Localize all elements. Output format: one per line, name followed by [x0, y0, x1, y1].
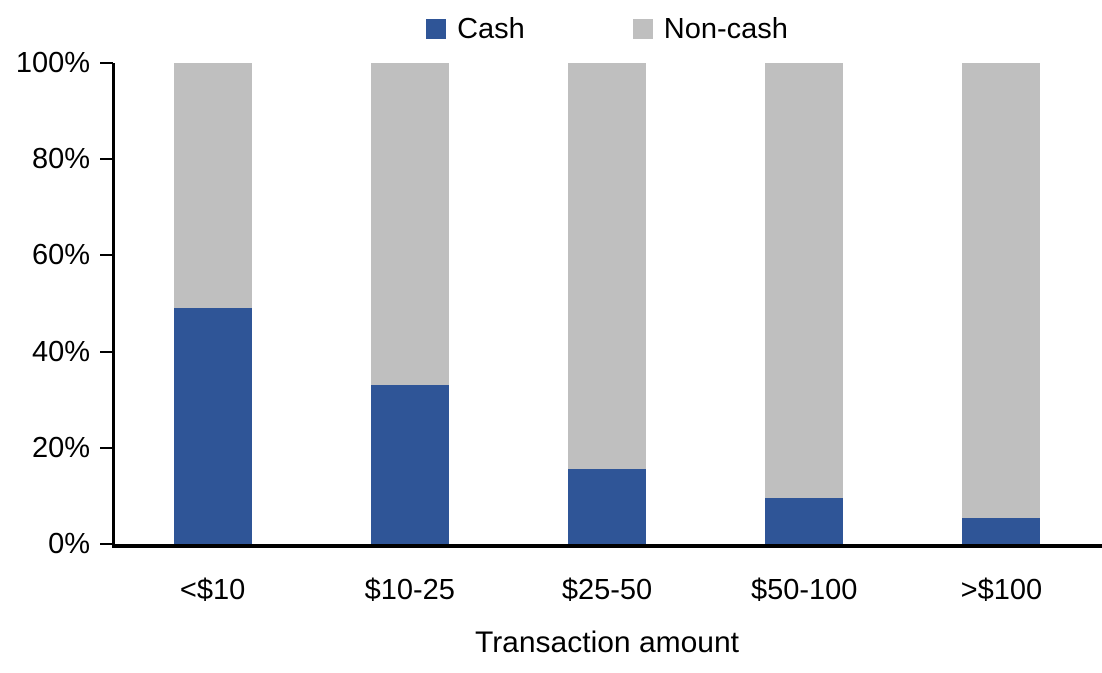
y-axis-tick: [100, 62, 113, 64]
bar-segment-non-cash-1: [370, 63, 449, 386]
y-axis-tick: [100, 158, 113, 161]
bar-segment-cash-2: [568, 469, 646, 544]
x-axis-category-label: >$100: [960, 574, 1043, 606]
x-axis-category-label: <$10: [179, 574, 246, 606]
y-axis-tick: [100, 543, 113, 545]
y-axis-tick-label: 100%: [15, 47, 90, 79]
noncash-legend-swatch-icon: [632, 19, 653, 39]
y-axis-tick-label: 40%: [31, 335, 90, 368]
bar-segment-non-cash-2: [568, 63, 646, 470]
legend-label-cash: Cash: [457, 13, 525, 45]
bar-segment-cash-4: [962, 517, 1041, 544]
bar-segment-cash-3: [765, 498, 844, 544]
bar-segment-cash-1: [370, 385, 449, 544]
x-axis-category-label: $10-25: [364, 574, 455, 606]
legend: Cash Non-cash: [114, 12, 1100, 46]
y-axis-tick-label: 20%: [31, 431, 90, 464]
bar-segment-cash-0: [173, 308, 252, 544]
x-axis-category-label: $25-50: [561, 574, 653, 606]
y-axis-tick: [100, 254, 113, 257]
y-axis-tick-label: 80%: [31, 143, 90, 176]
bar-segment-non-cash-4: [962, 63, 1041, 518]
y-axis-tick-label: 60%: [31, 239, 90, 272]
x-axis-title: Transaction amount: [474, 626, 740, 659]
legend-item-noncash: Non-cash: [632, 12, 788, 46]
y-axis-tick-label: 0%: [48, 528, 90, 560]
y-axis-tick: [100, 446, 113, 449]
bar-segment-non-cash-0: [173, 63, 252, 309]
x-axis-category-label: $50-100: [750, 574, 858, 606]
cash-legend-swatch-icon: [426, 19, 447, 39]
x-axis-line: [112, 544, 1102, 548]
y-axis-line: [112, 63, 115, 548]
bar-segment-non-cash-3: [765, 63, 844, 499]
y-axis-tick: [100, 350, 113, 353]
legend-label-noncash: Non-cash: [663, 13, 788, 45]
legend-item-cash: Cash: [426, 12, 525, 46]
